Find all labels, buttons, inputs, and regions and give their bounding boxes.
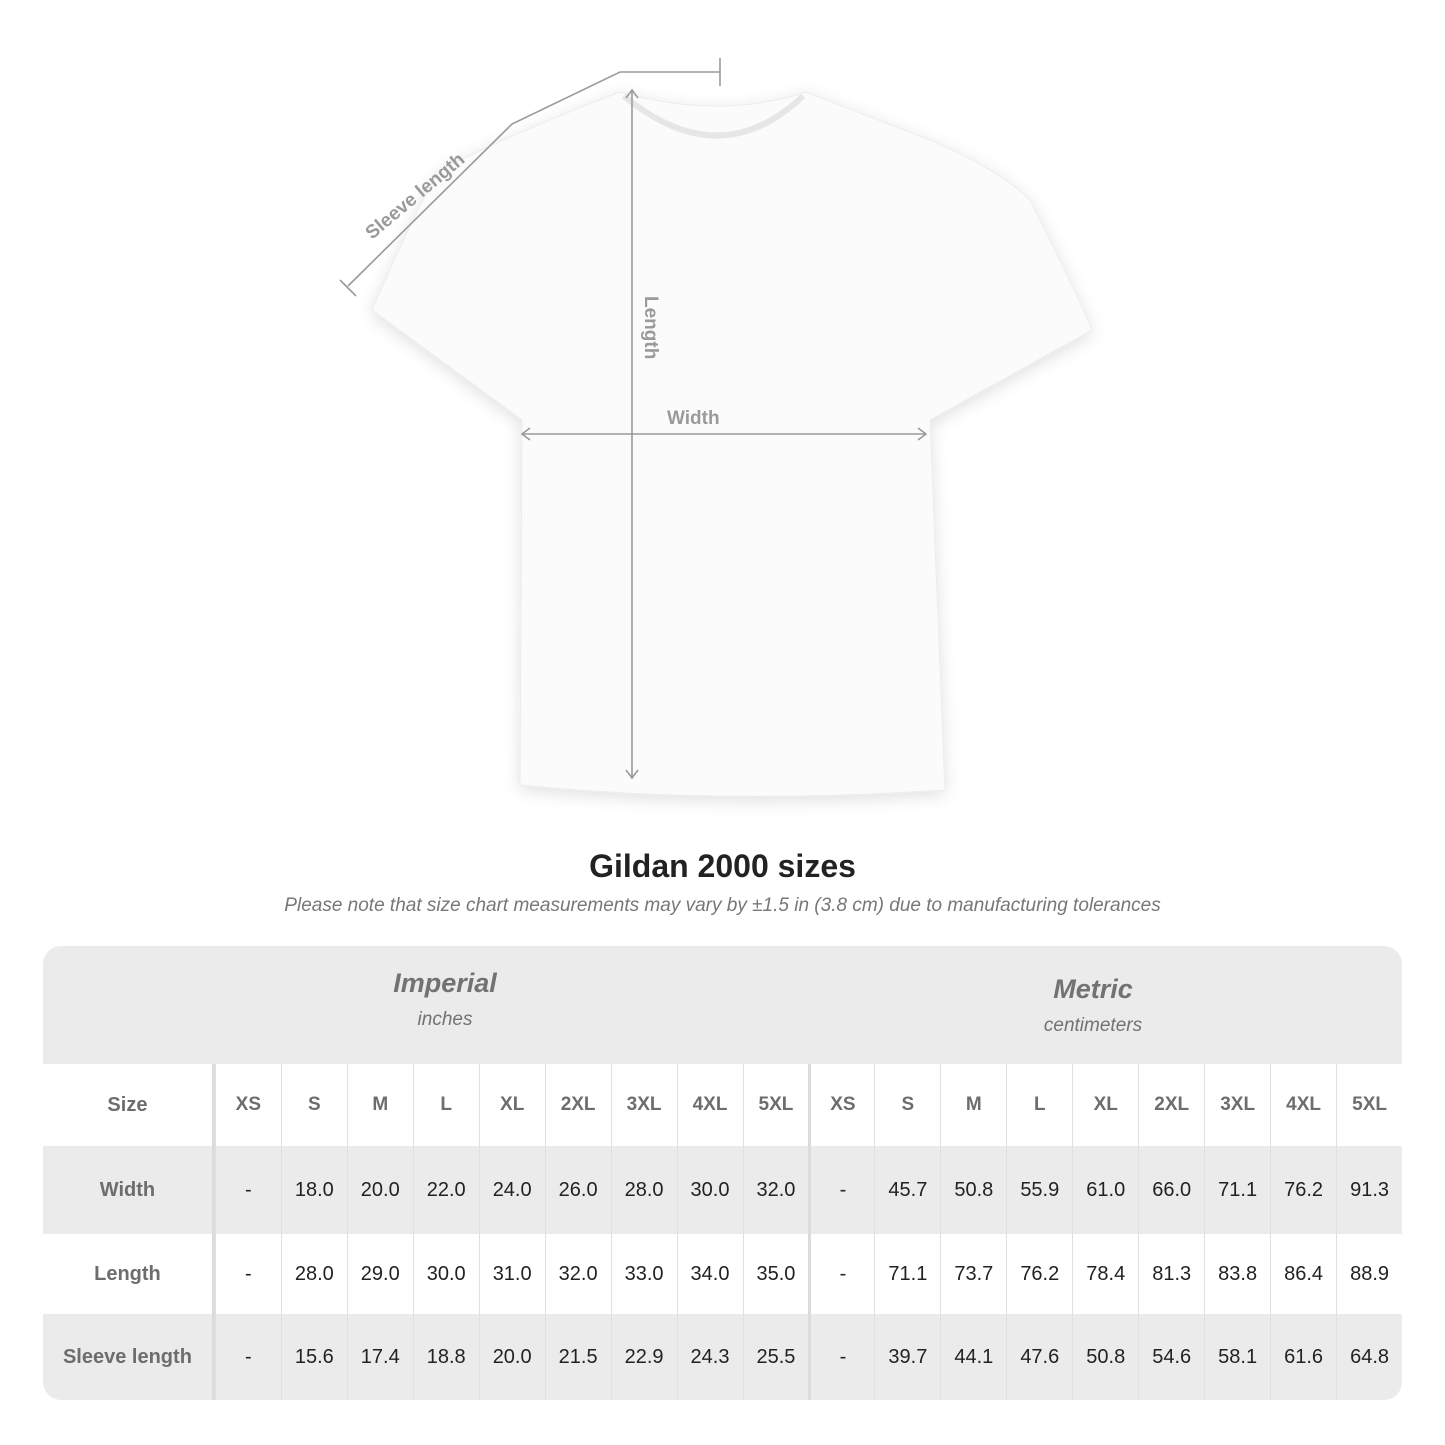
imperial-size-header: XS [214, 1064, 281, 1146]
imperial-value: 30.0 [412, 1234, 479, 1314]
metric-value: 61.6 [1270, 1314, 1336, 1400]
metric-value: - [808, 1146, 874, 1234]
metric-title: Metric [1053, 974, 1133, 1004]
metric-size-header: XS [808, 1064, 874, 1146]
metric-value: 71.1 [1204, 1146, 1270, 1234]
imperial-value: 22.9 [610, 1314, 677, 1400]
imperial-value: 35.0 [742, 1234, 809, 1314]
imperial-size-header: 5XL [742, 1064, 809, 1146]
imperial-value: - [214, 1234, 281, 1314]
metric-value: 50.8 [940, 1146, 1006, 1234]
metric-size-header: L [1006, 1064, 1072, 1146]
tshirt-shape [371, 91, 1093, 797]
imperial-value: 18.0 [280, 1146, 347, 1234]
metric-value: 81.3 [1138, 1234, 1204, 1314]
size-header-row: Size XS S M L XL 2XL 3XL 4XL 5XL XS S M L XL 2XL 3XL 4XL 5… [43, 1064, 1402, 1146]
imperial-value: 26.0 [544, 1146, 611, 1234]
imperial-header: Imperial inches [215, 968, 675, 1031]
metric-value: - [808, 1314, 874, 1400]
imperial-value: 34.0 [676, 1234, 743, 1314]
metric-value: 54.6 [1138, 1314, 1204, 1400]
metric-value: 45.7 [874, 1146, 940, 1234]
metric-value: 39.7 [874, 1314, 940, 1400]
metric-size-header: M [940, 1064, 1006, 1146]
row-label: Sleeve length [43, 1314, 215, 1400]
imperial-value: 20.0 [478, 1314, 545, 1400]
metric-value: 58.1 [1204, 1314, 1270, 1400]
metric-value: 47.6 [1006, 1314, 1072, 1400]
metric-value: 71.1 [874, 1234, 940, 1314]
metric-value: 83.8 [1204, 1234, 1270, 1314]
metric-value: 44.1 [940, 1314, 1006, 1400]
metric-size-header: 3XL [1204, 1064, 1270, 1146]
metric-value: 76.2 [1006, 1234, 1072, 1314]
metric-value: 50.8 [1072, 1314, 1138, 1400]
table-row: Length -28.0 29.0 30.0 31.0 32.0 33.0 34.0 35.0-… [43, 1234, 1402, 1314]
imperial-value: 29.0 [346, 1234, 413, 1314]
metric-value: 66.0 [1138, 1146, 1204, 1234]
metric-value: 73.7 [940, 1234, 1006, 1314]
metric-header: Metric centimeters [863, 974, 1323, 1037]
unit-header: Imperial inches Metric centimeters [43, 946, 1402, 1064]
size-label: Size [43, 1064, 215, 1146]
imperial-value: 15.6 [280, 1314, 347, 1400]
metric-value: 76.2 [1270, 1146, 1336, 1234]
imperial-value: 33.0 [610, 1234, 677, 1314]
table-row: Sleeve length -15.6 17.4 18.8 20.0 21.5 22.9 24… [43, 1314, 1402, 1400]
metric-value: 78.4 [1072, 1234, 1138, 1314]
metric-size-header: XL [1072, 1064, 1138, 1146]
imperial-value: 17.4 [346, 1314, 413, 1400]
imperial-size-header: 2XL [544, 1064, 611, 1146]
imperial-value: 30.0 [676, 1146, 743, 1234]
metric-unit: centimeters [1043, 1015, 1143, 1036]
imperial-value: 18.8 [412, 1314, 479, 1400]
row-label: Length [43, 1234, 215, 1314]
imperial-value: 22.0 [412, 1146, 479, 1234]
metric-size-header: 4XL [1270, 1064, 1336, 1146]
imperial-value: 20.0 [346, 1146, 413, 1234]
width-label: Width [667, 408, 720, 429]
metric-value: 64.8 [1336, 1314, 1402, 1400]
metric-value: 91.3 [1336, 1146, 1402, 1234]
imperial-value: 32.0 [742, 1146, 809, 1234]
imperial-value: 21.5 [544, 1314, 611, 1400]
imperial-value: 25.5 [742, 1314, 809, 1400]
imperial-title: Imperial [393, 968, 497, 998]
metric-value: 55.9 [1006, 1146, 1072, 1234]
imperial-value: 32.0 [544, 1234, 611, 1314]
metric-size-header: S [874, 1064, 940, 1146]
imperial-value: 24.0 [478, 1146, 545, 1234]
imperial-value: 28.0 [610, 1146, 677, 1234]
imperial-size-header: L [412, 1064, 479, 1146]
imperial-size-header: S [280, 1064, 347, 1146]
table-row: Width -18.0 20.0 22.0 24.0 26.0 28.0 30.0 32.0-4… [43, 1146, 1402, 1234]
size-table: Imperial inches Metric centimeters Size X… [43, 946, 1402, 1400]
imperial-size-header: M [346, 1064, 413, 1146]
tolerance-note: Please note that size chart measurements… [284, 895, 1161, 916]
page-title: Gildan 2000 sizes [589, 848, 856, 884]
metric-value: 86.4 [1270, 1234, 1336, 1314]
metric-value: 61.0 [1072, 1146, 1138, 1234]
tshirt-diagram: Sleeve length Length Width [339, 58, 1093, 797]
imperial-size-header: XL [478, 1064, 545, 1146]
metric-size-header: 2XL [1138, 1064, 1204, 1146]
imperial-value: 24.3 [676, 1314, 743, 1400]
metric-size-header: 5XL [1336, 1064, 1402, 1146]
imperial-value: - [214, 1314, 281, 1400]
row-label: Width [43, 1146, 215, 1234]
metric-value: 88.9 [1336, 1234, 1402, 1314]
imperial-value: - [214, 1146, 281, 1234]
metric-value: - [808, 1234, 874, 1314]
imperial-unit: inches [417, 1009, 473, 1030]
imperial-value: 31.0 [478, 1234, 545, 1314]
imperial-size-header: 4XL [676, 1064, 743, 1146]
imperial-size-header: 3XL [610, 1064, 677, 1146]
length-label: Length [640, 296, 661, 359]
imperial-value: 28.0 [280, 1234, 347, 1314]
